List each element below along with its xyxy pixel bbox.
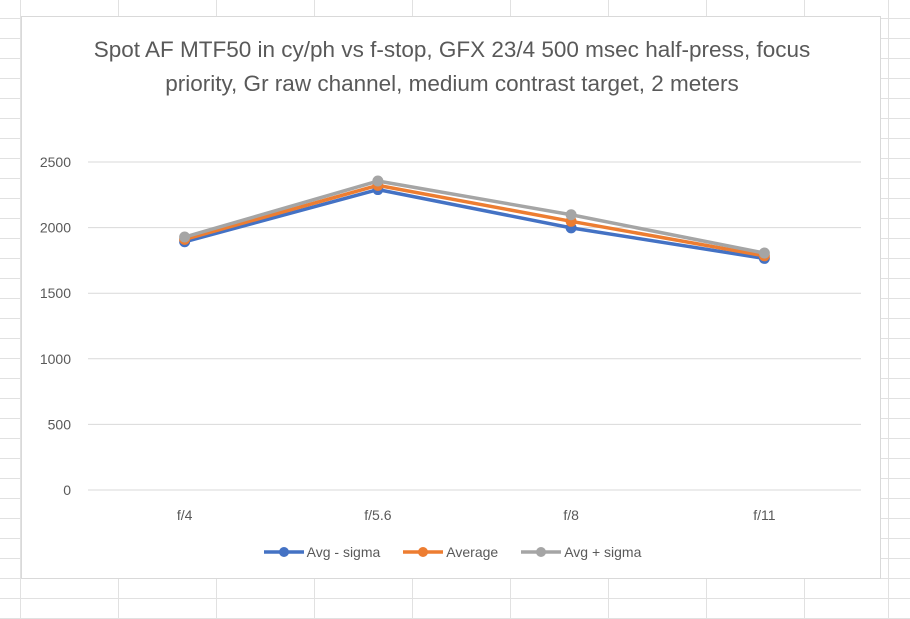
series-line bbox=[184, 183, 765, 258]
chart-area[interactable]: Spot AF MTF50 in cy/ph vs f-stop, GFX 23… bbox=[21, 16, 881, 579]
legend-item: Avg + sigma bbox=[520, 544, 641, 560]
legend-label: Avg - sigma bbox=[306, 544, 381, 560]
data-point bbox=[372, 175, 384, 187]
y-tick-label: 2000 bbox=[40, 220, 71, 236]
y-tick-label: 1500 bbox=[40, 285, 71, 301]
data-point bbox=[565, 209, 577, 221]
legend-swatch bbox=[521, 547, 562, 557]
y-tick-label: 2500 bbox=[40, 154, 71, 170]
chart-title: Spot AF MTF50 in cy/ph vs f-stop, GFX 23… bbox=[93, 37, 811, 96]
plot-area: 0 500 1000 1500 2000 2500 f/4 f/5.6 f/8 f/11 bbox=[40, 154, 861, 523]
series-line bbox=[184, 179, 765, 255]
legend-swatch bbox=[263, 547, 304, 557]
data-point bbox=[758, 247, 770, 259]
x-tick-label: f/4 bbox=[177, 507, 193, 523]
legend-label: Average bbox=[446, 544, 499, 560]
y-tick-label: 1000 bbox=[40, 351, 71, 367]
x-tick-label: f/8 bbox=[563, 507, 579, 523]
legend-item: Avg - sigma bbox=[263, 544, 381, 560]
y-tick-label: 0 bbox=[63, 482, 71, 498]
data-point bbox=[179, 231, 191, 243]
legend-swatch bbox=[403, 547, 444, 557]
series-line bbox=[184, 187, 765, 261]
x-tick-label: f/5.6 bbox=[364, 507, 391, 523]
legend-item: Average bbox=[402, 544, 498, 560]
x-tick-label: f/11 bbox=[753, 507, 776, 523]
y-tick-label: 500 bbox=[48, 416, 72, 432]
legend-label: Avg + sigma bbox=[564, 544, 642, 560]
legend: Avg - sigma Average Avg + sigma bbox=[22, 544, 882, 560]
